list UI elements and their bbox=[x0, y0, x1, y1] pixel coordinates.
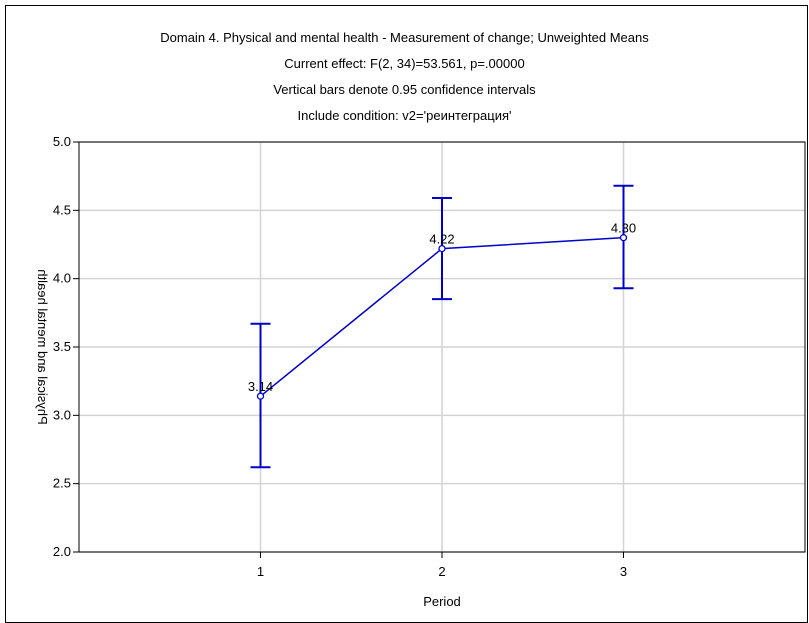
data-label-0: 3.14 bbox=[248, 379, 273, 394]
data-point-2 bbox=[619, 234, 628, 242]
y-tick-label-1: 2.5 bbox=[53, 476, 71, 491]
y-tick-label-3: 3.5 bbox=[53, 339, 71, 354]
y-axis-label: Physical and mental health bbox=[35, 269, 50, 424]
y-tick-label-5: 4.5 bbox=[53, 202, 71, 217]
chart-subtitle-ci: Vertical bars denote 0.95 confidence int… bbox=[273, 82, 536, 97]
x-tick-label-0: 1 bbox=[257, 564, 264, 579]
x-axis-label: Period bbox=[423, 594, 461, 609]
data-label-2: 4.30 bbox=[611, 221, 636, 236]
y-tick-label-2: 3.0 bbox=[53, 407, 71, 422]
x-tick-label-2: 3 bbox=[620, 564, 627, 579]
chart-title: Domain 4. Physical and mental health - M… bbox=[160, 30, 649, 45]
x-tick-label-1: 2 bbox=[438, 564, 445, 579]
y-tick-label-4: 4.0 bbox=[53, 271, 71, 286]
chart-frame bbox=[5, 5, 808, 623]
chart-subtitle-condition: Include condition: v2='реинтеграция' bbox=[297, 108, 512, 123]
chart-subtitle-effect: Current effect: F(2, 34)=53.561, p=.0000… bbox=[284, 56, 525, 71]
y-tick-label-6: 5.0 bbox=[53, 134, 71, 149]
y-tick-label-0: 2.0 bbox=[53, 544, 71, 559]
data-label-1: 4.22 bbox=[429, 232, 454, 247]
data-point-1 bbox=[438, 244, 446, 253]
data-point-0 bbox=[256, 392, 265, 400]
